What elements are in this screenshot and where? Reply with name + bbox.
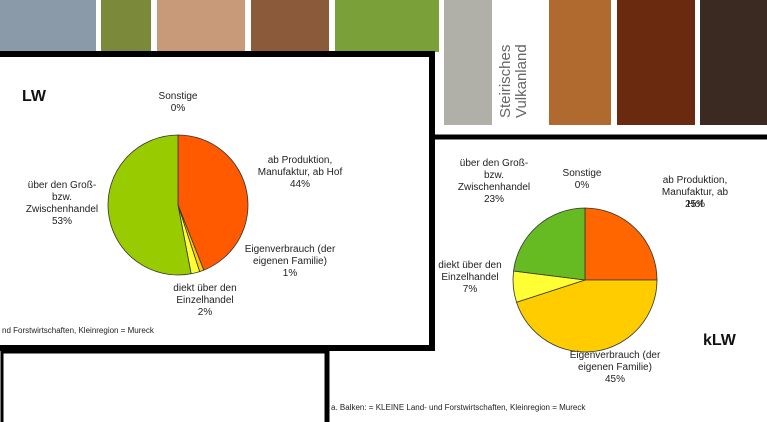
slice-label: Eigenverbrauch (der eigenen Familie): [244, 244, 336, 267]
pie-slice: [107, 134, 192, 276]
footnote: nd Forstwirtschaften, Kleinregion = Mure…: [2, 326, 154, 335]
banner-text: Steirisches Vulkanland: [497, 44, 530, 118]
pies: [107, 134, 658, 353]
slice-value-label: 2%: [197, 307, 213, 318]
slice-label: Sonstige: [158, 91, 198, 102]
footnote: a. Balken: = KLEINE Land- und Forstwirts…: [331, 403, 586, 412]
slice-value-label: 1%: [282, 268, 298, 279]
slice-value-label: 25%: [684, 199, 706, 210]
slice-label: über den Groß- bzw. Zwischenhandel: [457, 158, 531, 193]
slice-label: ab Produktion, Manufaktur, ab Hof: [257, 155, 343, 178]
slice-label: über den Groß- bzw. Zwischenhandel: [25, 180, 99, 215]
slice-value-label: 23%: [483, 194, 505, 205]
chart-title: LW: [22, 88, 46, 105]
slice-label: diekt über den Einzelhandel: [173, 283, 237, 306]
pie-slice: [513, 207, 586, 281]
slice-value-label: 0%: [574, 180, 590, 191]
pie-slice: [584, 207, 658, 281]
slice-value-label: 7%: [462, 284, 478, 295]
slice-label: Sonstige: [562, 168, 602, 179]
slice-value-label: 53%: [51, 216, 73, 227]
slice-label: diekt über den Einzelhandel: [438, 260, 502, 283]
slice-value-label: 45%: [604, 374, 626, 385]
slice-label: ab Produktion, Manufaktur, ab Hof: [661, 175, 729, 210]
slice-value-label: 0%: [170, 103, 186, 114]
pie-slice: [177, 134, 249, 271]
slice-value-label: 44%: [289, 179, 311, 190]
pie-slice: [516, 279, 658, 353]
photo-strip: [0, 0, 767, 125]
chart-title: kLW: [703, 332, 736, 349]
slice-label: Eigenverbrauch (der eigenen Familie): [569, 350, 661, 373]
back-panel: [0, 350, 334, 422]
